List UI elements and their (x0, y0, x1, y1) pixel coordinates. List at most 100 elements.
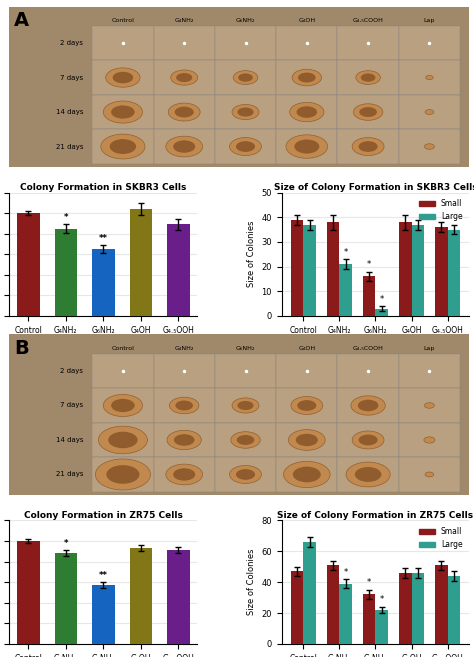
Ellipse shape (358, 399, 378, 411)
Ellipse shape (291, 397, 323, 415)
Ellipse shape (354, 104, 383, 120)
Ellipse shape (236, 469, 255, 480)
Bar (92, 457, 154, 491)
Title: Size of Colony Formation in ZR75 Cells: Size of Colony Formation in ZR75 Cells (277, 510, 474, 520)
Text: *: * (380, 294, 384, 304)
Ellipse shape (176, 73, 192, 82)
Ellipse shape (232, 398, 259, 413)
Text: *p<0.05: *p<0.05 (285, 358, 318, 367)
Bar (447, 229, 460, 316)
Bar (363, 595, 375, 644)
X-axis label: Treatment: Treatment (82, 340, 125, 350)
Ellipse shape (290, 102, 324, 122)
Bar (276, 95, 337, 129)
Ellipse shape (174, 434, 194, 445)
Bar (375, 309, 388, 316)
Text: G₄NH₂: G₄NH₂ (174, 18, 194, 22)
Ellipse shape (237, 108, 254, 116)
Bar (92, 353, 154, 388)
Text: 2 days: 2 days (60, 40, 83, 46)
Text: Control: Control (111, 346, 134, 351)
Ellipse shape (425, 110, 434, 114)
Bar (399, 422, 460, 457)
Title: Size of Colony Formation in SKBR3 Cells: Size of Colony Formation in SKBR3 Cells (273, 183, 474, 192)
Bar (411, 225, 424, 316)
Ellipse shape (298, 72, 316, 83)
Text: *: * (380, 595, 384, 604)
Text: *: * (344, 248, 348, 257)
Ellipse shape (237, 435, 255, 445)
Bar (92, 95, 154, 129)
Ellipse shape (293, 466, 321, 482)
Ellipse shape (352, 137, 384, 156)
Text: 2 days: 2 days (60, 368, 83, 374)
Ellipse shape (351, 396, 385, 415)
Bar (447, 576, 460, 644)
Bar (129, 209, 152, 316)
Ellipse shape (352, 431, 384, 449)
Bar (215, 388, 276, 422)
Title: Colony Formation in SKBR3 Cells: Colony Formation in SKBR3 Cells (20, 183, 186, 192)
Bar (339, 264, 352, 316)
Y-axis label: Size of Colonies: Size of Colonies (246, 221, 255, 288)
Ellipse shape (167, 430, 201, 449)
Bar (399, 26, 460, 60)
Text: 7 days: 7 days (60, 74, 83, 81)
Text: **p<0.01: **p<0.01 (13, 373, 49, 382)
Text: *: * (367, 260, 371, 269)
Ellipse shape (106, 465, 139, 484)
Bar (337, 457, 399, 491)
Bar (154, 60, 215, 95)
Text: Control: Control (111, 18, 134, 22)
Ellipse shape (236, 141, 255, 152)
Bar (154, 353, 215, 388)
Bar (154, 95, 215, 129)
Ellipse shape (356, 71, 380, 85)
Bar (303, 542, 316, 644)
Text: G₄OH: G₄OH (298, 346, 315, 351)
Bar (167, 551, 190, 644)
Ellipse shape (426, 76, 433, 79)
Ellipse shape (171, 70, 198, 85)
Ellipse shape (101, 134, 145, 159)
Text: G₄NH₂: G₄NH₂ (174, 346, 194, 351)
Bar (276, 422, 337, 457)
Bar (215, 26, 276, 60)
Bar (411, 573, 424, 644)
Bar (215, 95, 276, 129)
Bar (435, 565, 447, 644)
Bar (375, 610, 388, 644)
Bar (215, 129, 276, 164)
Text: **: ** (99, 233, 108, 242)
Ellipse shape (111, 399, 135, 412)
Bar (215, 422, 276, 457)
Ellipse shape (103, 394, 143, 417)
Text: *: * (344, 568, 348, 577)
Bar (276, 388, 337, 422)
Bar (337, 60, 399, 95)
Bar (92, 26, 154, 60)
Ellipse shape (283, 461, 330, 487)
Ellipse shape (175, 401, 193, 411)
Ellipse shape (173, 468, 195, 481)
Bar (215, 457, 276, 491)
Bar (399, 129, 460, 164)
Bar (363, 277, 375, 316)
Bar (399, 353, 460, 388)
Bar (337, 95, 399, 129)
Bar (17, 541, 39, 644)
Ellipse shape (229, 137, 262, 156)
Bar (435, 227, 447, 316)
Bar (339, 583, 352, 644)
Bar (129, 548, 152, 644)
Ellipse shape (229, 466, 262, 484)
Ellipse shape (170, 397, 199, 414)
Ellipse shape (174, 106, 194, 118)
Ellipse shape (424, 437, 435, 443)
Bar (92, 60, 154, 95)
Text: 14 days: 14 days (55, 109, 83, 115)
Bar (92, 249, 115, 316)
Bar (55, 553, 77, 644)
Bar (92, 585, 115, 644)
Bar (167, 225, 190, 316)
